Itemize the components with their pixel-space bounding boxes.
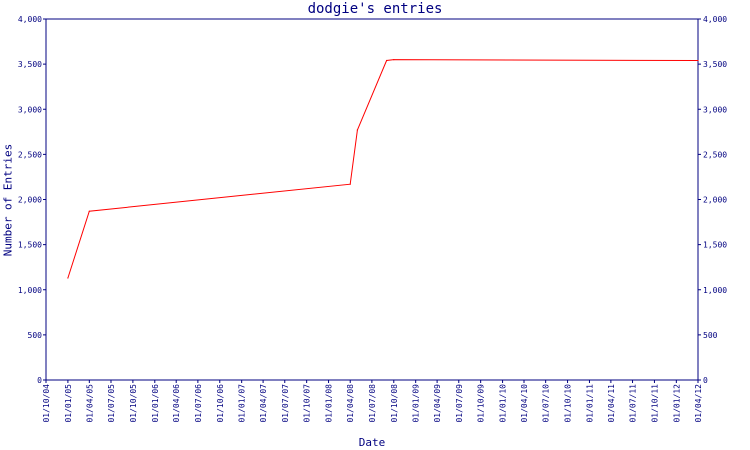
y-axis-label: Number of Entries [1, 143, 15, 257]
x-axis-label: Date [358, 436, 386, 449]
data-point [386, 59, 388, 62]
x-tick-label: 01/01/09 [412, 384, 421, 423]
y-tick-label-right: 0 [703, 376, 708, 385]
y-tick-label-right: 2,000 [703, 196, 727, 205]
x-tick-label: 01/04/06 [172, 384, 181, 423]
y-tick-label-left: 2,000 [18, 196, 42, 205]
x-tick-label: 01/07/11 [629, 384, 638, 423]
data-point [88, 210, 90, 212]
plot-frame [45, 18, 699, 381]
x-tick-label: 01/07/06 [194, 384, 203, 423]
x-tick-label: 01/07/09 [455, 384, 464, 423]
y-tick-label-right: 4,000 [703, 15, 727, 24]
x-tick-label: 01/04/09 [433, 384, 442, 423]
x-tick-label: 01/01/07 [238, 384, 247, 423]
x-tick-label: 01/10/08 [390, 384, 399, 423]
y-tick-label-left: 0 [37, 376, 42, 385]
data-point [356, 129, 358, 131]
y-tick-label-right: 3,500 [703, 60, 727, 69]
y-tick-label-right: 500 [703, 331, 718, 340]
y-tick-label-right: 1,500 [703, 241, 727, 250]
x-tick-label: 01/04/07 [259, 384, 268, 423]
y-tick-label-right: 1,000 [703, 286, 727, 295]
y-tick-label-left: 500 [28, 331, 43, 340]
y-tick-label-right: 3,000 [703, 105, 727, 114]
y-tick-label-left: 3,500 [18, 60, 42, 69]
x-tick-label: 01/01/06 [151, 384, 160, 423]
x-tick-label: 01/04/08 [346, 384, 355, 423]
x-tick-label: 01/07/08 [368, 384, 377, 423]
x-tick-label: 01/07/10 [542, 384, 551, 423]
data-point [393, 59, 395, 61]
x-tick-label: 01/10/11 [650, 384, 659, 423]
y-tick-label-left: 2,500 [18, 150, 42, 159]
x-tick-label: 01/10/06 [216, 384, 225, 423]
data-point [67, 277, 69, 279]
data-point [349, 183, 351, 185]
x-tick-label: 01/10/10 [564, 384, 573, 423]
data-point [697, 59, 699, 62]
chart-title: dodgie's entries [307, 1, 443, 17]
series-line [67, 59, 699, 279]
y-tick-label-left: 1,000 [18, 286, 42, 295]
x-tick-label: 01/04/10 [520, 384, 529, 423]
x-tick-label: 01/10/04 [42, 384, 51, 423]
x-tick-label: 01/07/07 [281, 384, 290, 423]
x-tick-label: 01/01/05 [64, 384, 73, 423]
x-tick-label: 01/04/12 [694, 384, 703, 423]
x-tick-label: 01/04/05 [85, 384, 94, 423]
x-tick-label: 01/01/08 [325, 384, 334, 423]
x-tick-label: 01/07/05 [107, 384, 116, 423]
y-tick-label-left: 4,000 [18, 15, 42, 24]
x-tick-label: 01/10/09 [477, 384, 486, 423]
y-tick-label-left: 3,000 [18, 105, 42, 114]
x-tick-label: 01/10/07 [303, 384, 312, 423]
y-tick-label-left: 1,500 [18, 241, 42, 250]
y-tick-label-right: 2,500 [703, 150, 727, 159]
x-tick-label: 01/01/10 [499, 384, 508, 423]
x-tick-label: 01/04/11 [607, 384, 616, 423]
x-tick-label: 01/01/12 [672, 384, 681, 423]
x-tick-label: 01/10/05 [129, 384, 138, 423]
x-tick-label: 01/01/11 [585, 384, 594, 423]
